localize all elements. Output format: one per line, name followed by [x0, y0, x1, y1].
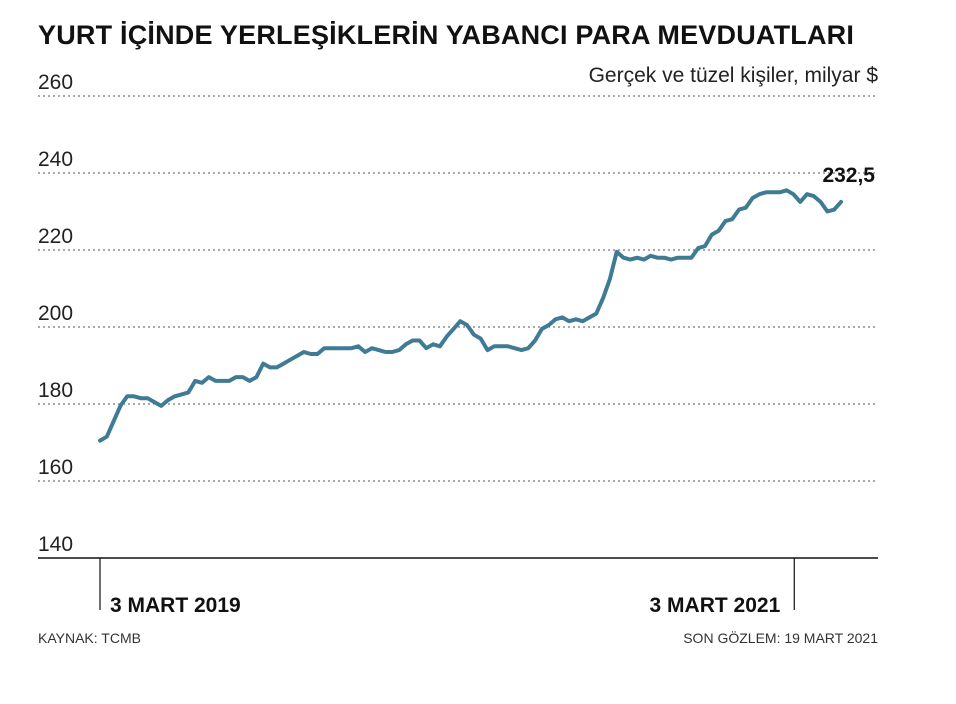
y-tick-label: 240: [38, 148, 73, 171]
last-observation-note: SON GÖZLEM: 19 MART 2021: [683, 630, 878, 646]
end-value-label: 232,5: [822, 164, 875, 187]
x-axis-ticks: 3 MART 2019 3 MART 2021: [99, 558, 795, 617]
gridlines: [38, 95, 878, 482]
y-tick-label: 180: [38, 379, 73, 402]
y-tick-label: 200: [38, 302, 73, 325]
y-tick-label: 160: [38, 456, 73, 479]
chart-subtitle: Gerçek ve tüzel kişiler, milyar $: [588, 64, 878, 87]
x-tick-label: 3 MART 2021: [650, 594, 781, 617]
source-note: KAYNAK: TCMB: [38, 630, 141, 646]
series-line: [98, 188, 843, 443]
y-tick-label: 140: [38, 533, 73, 556]
chart-title: YURT İÇİNDE YERLEŞİKLERİN YABANCI PARA M…: [38, 20, 855, 50]
x-tick-label: 3 MART 2019: [110, 594, 241, 617]
y-tick-label: 260: [38, 71, 73, 94]
y-axis-ticks: 140 160 180 200 220 240 260: [38, 71, 73, 556]
y-tick-label: 220: [38, 225, 73, 248]
